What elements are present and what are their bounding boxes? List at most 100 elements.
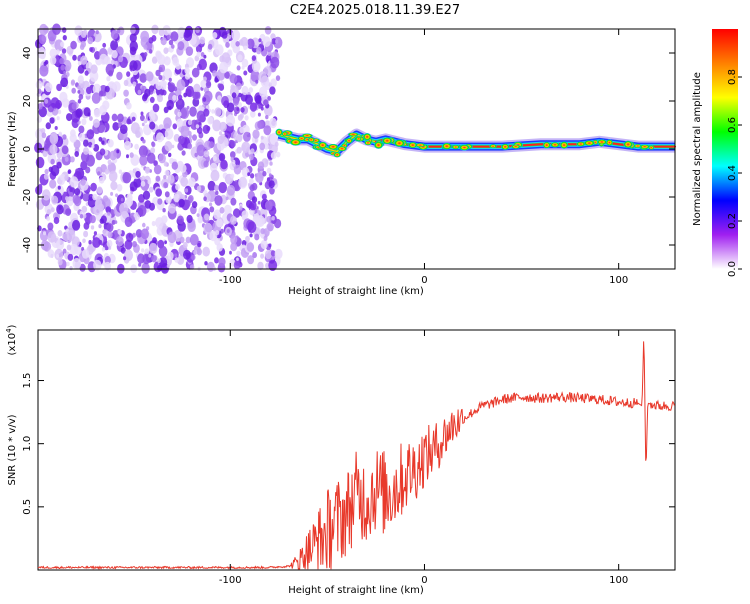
noise-blob	[55, 49, 60, 55]
noise-blob	[164, 240, 168, 245]
noise-blob	[214, 195, 223, 206]
noise-blob	[44, 168, 49, 175]
snr-y-label: SNR (10 * v/v)	[7, 414, 18, 485]
noise-blob	[269, 161, 273, 166]
noise-blob	[158, 74, 163, 81]
ridge-blob	[364, 140, 372, 146]
x-tick-label: 0	[421, 275, 427, 286]
snr-y-ticks: 0.5 1.0 1.5	[22, 373, 675, 515]
noise-blob	[64, 156, 69, 162]
noise-blob	[72, 194, 81, 205]
noise-blob	[57, 185, 61, 190]
noise-blob	[64, 65, 70, 72]
noise-blob	[102, 229, 109, 237]
noise-blob	[77, 90, 81, 94]
noise-blob	[202, 97, 207, 102]
noise-blob	[171, 144, 175, 149]
noise-blob	[218, 182, 227, 194]
noise-blob	[200, 185, 206, 192]
noise-blob	[212, 119, 222, 132]
noise-blob	[179, 236, 185, 244]
noise-blob	[167, 231, 177, 244]
noise-blob	[130, 26, 136, 34]
noise-blob	[230, 39, 237, 49]
noise-blob	[233, 260, 241, 270]
noise-blob	[123, 79, 129, 87]
snr-panel: -100 0 100 0.5 1.0 1.5 Height of straight li…	[5, 324, 676, 596]
noise-blob	[110, 181, 118, 191]
noise-blob	[151, 220, 156, 227]
noise-blob	[39, 64, 49, 77]
noise-blob	[271, 216, 275, 221]
noise-blob	[241, 240, 247, 246]
noise-blob	[142, 222, 146, 228]
noise-blob	[258, 71, 267, 83]
noise-blob	[72, 219, 81, 231]
noise-blob	[82, 238, 86, 244]
noise-blob	[129, 60, 138, 72]
noise-blob	[86, 154, 95, 167]
noise-blob	[122, 172, 132, 184]
colorbar-tick-label: 0.2	[727, 213, 738, 229]
noise-blob	[193, 83, 201, 93]
noise-blob	[163, 161, 168, 167]
noise-blob	[217, 135, 224, 145]
noise-blob	[102, 195, 109, 203]
noise-blob	[219, 131, 222, 136]
noise-blob	[176, 118, 184, 128]
noise-blob	[47, 249, 55, 258]
noise-blob	[152, 237, 157, 244]
noise-blob	[231, 29, 241, 41]
noise-blob	[123, 89, 129, 97]
ridge-blob	[458, 144, 470, 151]
noise-blob	[59, 57, 65, 65]
noise-blob	[81, 246, 85, 251]
noise-blob	[172, 123, 178, 130]
noise-blob	[233, 164, 242, 175]
noise-blob	[193, 249, 198, 255]
noise-blob	[275, 75, 281, 81]
noise-blob	[236, 134, 243, 143]
ridge-blob	[317, 141, 328, 149]
x-tick-label: -100	[219, 575, 242, 586]
noise-blob	[171, 44, 175, 49]
noise-blob	[149, 112, 156, 122]
noise-blob	[255, 172, 264, 184]
noise-blob	[197, 216, 203, 224]
noise-blob	[158, 245, 168, 258]
noise-blob	[224, 71, 230, 79]
noise-blob	[165, 195, 172, 204]
noise-blob	[116, 149, 120, 154]
noise-blob	[46, 216, 51, 221]
noise-blob	[180, 125, 190, 138]
noise-blob	[77, 85, 81, 90]
noise-blob	[62, 134, 67, 140]
noise-blob	[212, 70, 218, 77]
noise-blob	[58, 131, 63, 137]
noise-blob	[263, 235, 268, 241]
noise-blob	[209, 202, 213, 207]
noise-blob	[80, 40, 87, 48]
ridge-blob	[639, 144, 651, 149]
noise-blob	[162, 89, 167, 96]
y-tick-label: 20	[22, 95, 33, 108]
noise-blob	[237, 102, 242, 108]
noise-blob	[202, 124, 210, 134]
noise-blob	[244, 115, 249, 121]
noise-blob	[107, 139, 114, 148]
noise-blob	[69, 176, 79, 188]
noise-blob	[257, 261, 264, 271]
noise-blob	[173, 193, 180, 203]
noise-blob	[91, 144, 95, 149]
noise-blob	[149, 96, 155, 103]
noise-blob	[66, 261, 70, 267]
colorbar-tick-label: 0.8	[727, 69, 738, 85]
noise-blob	[81, 205, 88, 213]
noise-blob	[45, 122, 51, 130]
noise-blob	[110, 191, 114, 196]
noise-blob	[56, 83, 62, 92]
noise-blob	[207, 116, 214, 125]
ridge-blob	[576, 141, 586, 147]
noise-blob	[168, 77, 172, 82]
noise-blob	[250, 70, 260, 82]
